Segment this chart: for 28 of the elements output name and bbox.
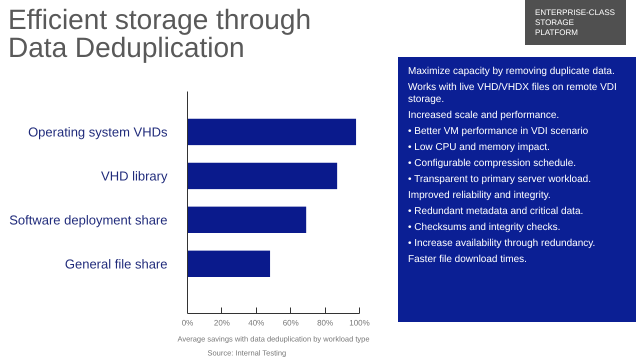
y-tick-label: General file share [64, 256, 168, 272]
text: Improved reliability and integrity. [408, 190, 552, 202]
y-tick-label: Operating system VHDs [28, 124, 168, 140]
text: Maximize capacity by removing duplicate data. [408, 66, 616, 78]
bar [188, 250, 270, 278]
x-tick-label: 20% [214, 318, 230, 328]
x-tick-label: 100% [349, 318, 370, 328]
text: • Low CPU and memory impact. [408, 142, 551, 154]
bar [188, 206, 306, 234]
y-tick-label: VHD library [101, 168, 168, 184]
x-tick-label: 60% [282, 318, 299, 328]
text: • Increase availability through redundancy. [408, 238, 596, 250]
text: • Checksums and integrity checks. [408, 222, 562, 234]
text: ENTERPRISE-CLASS STORAGE PLATFORM [525, 0, 626, 45]
text: Works with live VHD/VHDX files on remote VDI storage. [408, 82, 618, 106]
x-tick-label: 40% [248, 318, 264, 328]
text: • Better VM performance in VDI scenario [408, 126, 590, 138]
text: • Configurable compression schedule. [408, 158, 578, 170]
bar [188, 162, 338, 190]
y-tick-label: Software deployment share [9, 212, 168, 228]
text: • Transparent to primary server workload. [408, 174, 592, 186]
text: Increased scale and performance. [408, 110, 560, 122]
chart-title: Efficient storage through Data Deduplication [8, 4, 312, 63]
bar [188, 118, 356, 146]
x-tick-label: 0% [182, 318, 194, 328]
x-tick-label: 80% [317, 318, 334, 328]
text: • Redundant metadata and critical data. [408, 206, 584, 218]
text: Faster file download times. [408, 254, 528, 266]
